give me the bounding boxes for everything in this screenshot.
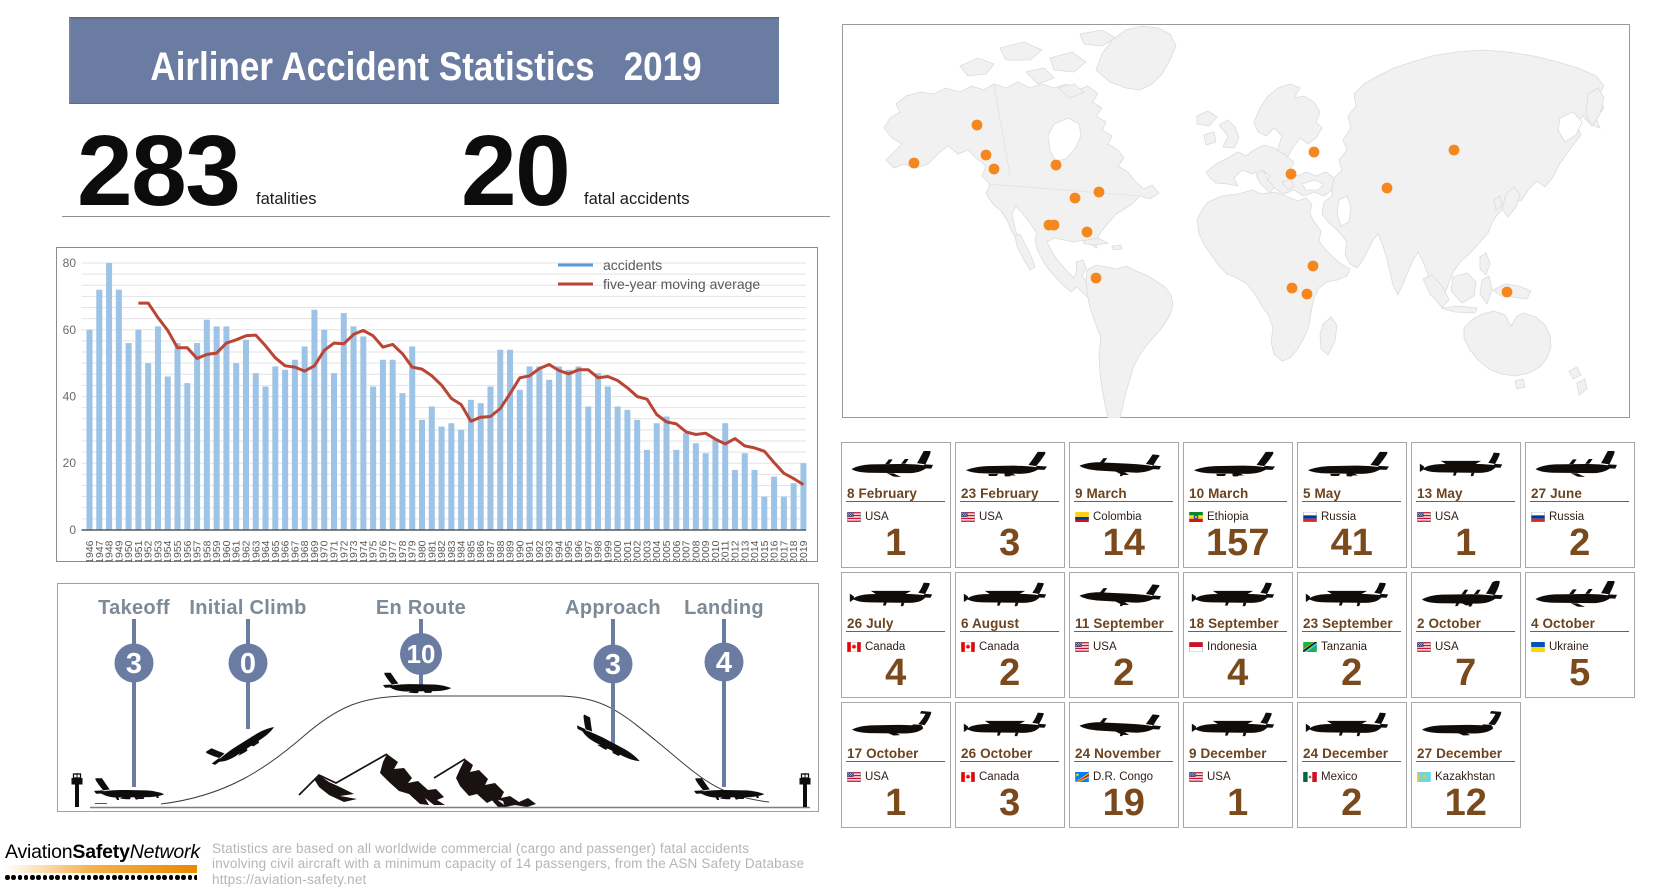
svg-text:20: 20: [63, 456, 77, 470]
svg-text:1960: 1960: [221, 540, 233, 562]
svg-text:Landing: Landing: [684, 597, 764, 619]
svg-text:1959: 1959: [211, 540, 223, 562]
svg-text:1985: 1985: [465, 540, 477, 562]
svg-text:Approach: Approach: [565, 597, 661, 619]
svg-text:1982: 1982: [436, 540, 448, 562]
svg-text:2005: 2005: [661, 540, 673, 562]
svg-text:2013: 2013: [739, 540, 751, 562]
svg-text:10: 10: [407, 639, 436, 669]
svg-text:1995: 1995: [563, 540, 575, 562]
svg-text:2010: 2010: [710, 540, 722, 562]
svg-text:2014: 2014: [749, 540, 761, 562]
svg-text:1980: 1980: [417, 540, 429, 562]
svg-text:1972: 1972: [338, 540, 350, 562]
svg-text:2000: 2000: [612, 540, 624, 562]
svg-text:1984: 1984: [456, 540, 468, 562]
svg-text:1961: 1961: [231, 540, 243, 562]
svg-text:2007: 2007: [681, 540, 693, 562]
svg-text:Takeoff: Takeoff: [98, 597, 170, 619]
svg-text:2003: 2003: [642, 540, 654, 562]
svg-text:3: 3: [605, 649, 621, 681]
svg-text:1986: 1986: [475, 540, 487, 562]
svg-text:1989: 1989: [505, 540, 517, 562]
svg-text:2001: 2001: [622, 540, 634, 562]
svg-text:1974: 1974: [358, 540, 370, 562]
svg-text:2015: 2015: [759, 540, 771, 562]
svg-text:2012: 2012: [730, 540, 742, 562]
svg-text:1953: 1953: [153, 540, 165, 562]
svg-text:1997: 1997: [583, 540, 595, 562]
svg-text:1967: 1967: [289, 540, 301, 562]
svg-text:2009: 2009: [700, 540, 712, 562]
svg-text:1999: 1999: [602, 540, 614, 562]
svg-text:1950: 1950: [123, 540, 135, 562]
svg-text:1975: 1975: [368, 540, 380, 562]
svg-text:1968: 1968: [299, 540, 311, 562]
svg-text:1993: 1993: [544, 540, 556, 562]
svg-text:1973: 1973: [348, 540, 360, 562]
svg-text:2002: 2002: [632, 540, 644, 562]
svg-text:0: 0: [240, 648, 256, 680]
svg-text:1991: 1991: [524, 540, 536, 562]
svg-text:1962: 1962: [241, 540, 253, 562]
svg-text:1994: 1994: [553, 540, 565, 562]
svg-text:60: 60: [63, 323, 77, 337]
svg-text:2008: 2008: [690, 540, 702, 562]
svg-text:2006: 2006: [671, 540, 683, 562]
svg-text:1963: 1963: [250, 540, 262, 562]
svg-text:1966: 1966: [280, 540, 292, 562]
svg-text:1987: 1987: [485, 540, 497, 562]
svg-text:1946: 1946: [84, 540, 96, 562]
svg-text:1964: 1964: [260, 540, 272, 562]
svg-text:1970: 1970: [319, 540, 331, 562]
svg-text:1957: 1957: [192, 540, 204, 562]
svg-text:1983: 1983: [446, 540, 458, 562]
svg-text:1954: 1954: [162, 540, 174, 562]
svg-text:3: 3: [126, 648, 142, 680]
svg-text:2018: 2018: [788, 540, 800, 562]
svg-text:1981: 1981: [426, 540, 438, 562]
svg-text:1951: 1951: [133, 540, 145, 562]
svg-text:1955: 1955: [172, 540, 184, 562]
svg-text:4: 4: [716, 647, 732, 679]
svg-text:2019: 2019: [798, 540, 810, 562]
svg-text:1996: 1996: [573, 540, 585, 562]
svg-text:1947: 1947: [94, 540, 106, 562]
svg-text:accidents: accidents: [603, 257, 662, 273]
svg-text:1988: 1988: [495, 540, 507, 562]
svg-text:1958: 1958: [201, 540, 213, 562]
svg-text:1978: 1978: [397, 540, 409, 562]
svg-text:1949: 1949: [113, 540, 125, 562]
svg-text:2016: 2016: [769, 540, 781, 562]
svg-text:40: 40: [63, 390, 77, 404]
svg-text:0: 0: [69, 523, 76, 537]
svg-text:1998: 1998: [593, 540, 605, 562]
svg-text:1990: 1990: [514, 540, 526, 562]
svg-text:five-year moving average: five-year moving average: [603, 276, 760, 292]
svg-text:1971: 1971: [329, 540, 341, 562]
svg-text:1965: 1965: [270, 540, 282, 562]
svg-text:1977: 1977: [387, 540, 399, 562]
svg-text:80: 80: [63, 256, 77, 270]
svg-text:1979: 1979: [407, 540, 419, 562]
svg-text:1992: 1992: [534, 540, 546, 562]
svg-text:2011: 2011: [720, 540, 732, 562]
svg-text:En Route: En Route: [376, 597, 466, 619]
svg-text:2004: 2004: [651, 540, 663, 562]
svg-text:1952: 1952: [143, 540, 155, 562]
svg-text:1948: 1948: [104, 540, 116, 562]
svg-text:1956: 1956: [182, 540, 194, 562]
svg-text:1969: 1969: [309, 540, 321, 562]
svg-text:1976: 1976: [377, 540, 389, 562]
svg-text:2017: 2017: [778, 540, 790, 562]
svg-text:Initial Climb: Initial Climb: [189, 597, 306, 619]
